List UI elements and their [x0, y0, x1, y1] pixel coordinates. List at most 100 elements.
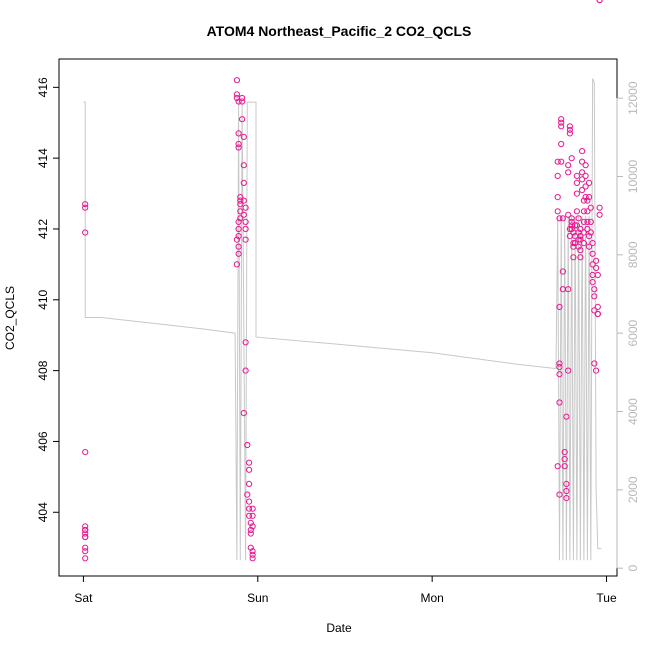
data-point — [573, 208, 581, 215]
data-point — [558, 116, 565, 123]
data-point — [589, 250, 596, 257]
data-point — [558, 140, 565, 148]
data-point — [242, 225, 249, 233]
data-point — [242, 339, 249, 346]
data-point — [82, 544, 89, 551]
data-point — [82, 523, 89, 530]
data-point — [247, 530, 254, 537]
data-point — [594, 310, 601, 318]
data-point — [246, 505, 253, 512]
data-point — [579, 169, 586, 176]
data-point — [589, 279, 596, 286]
data-point — [579, 148, 586, 155]
y-tick-label: 406 — [36, 431, 50, 451]
data-point — [586, 194, 593, 201]
data-point — [563, 487, 570, 495]
y2-tick-label: 2000 — [626, 476, 640, 503]
data-point — [563, 413, 570, 420]
x-axis-label: Date — [326, 621, 352, 635]
data-point — [594, 271, 601, 279]
data-point — [237, 201, 244, 208]
y2-tick-label: 10000 — [626, 159, 640, 193]
data-point — [235, 130, 242, 137]
y-tick-label: 414 — [36, 148, 50, 168]
data-point — [577, 236, 584, 243]
data-point — [580, 240, 588, 247]
data-point — [554, 208, 561, 215]
data-point — [556, 371, 563, 378]
data-point — [559, 215, 567, 222]
x-tick-label: Sun — [247, 591, 268, 605]
data-point — [239, 98, 246, 105]
data-point — [239, 116, 246, 123]
data-point — [580, 208, 588, 215]
data-point — [246, 466, 253, 473]
data-point — [235, 144, 242, 151]
data-point — [554, 172, 561, 179]
y-tick-label: 408 — [36, 360, 50, 380]
data-point — [554, 158, 561, 165]
x-tick-label: Sat — [74, 591, 93, 605]
data-point — [591, 286, 598, 293]
data-point — [579, 158, 586, 165]
data-point — [240, 179, 247, 186]
y-axis: 404 406 408 410 412 414 416 — [36, 77, 59, 522]
data-point — [573, 172, 581, 179]
data-point — [82, 204, 89, 211]
data-point — [593, 264, 600, 271]
data-point — [240, 197, 247, 204]
data-point — [591, 360, 598, 367]
data-point — [249, 512, 256, 519]
data-point — [235, 98, 242, 105]
data-point — [591, 293, 598, 300]
series-layer — [82, 0, 603, 562]
data-point — [582, 194, 589, 201]
data-point — [240, 211, 247, 218]
data-point — [556, 399, 563, 406]
data-point — [82, 526, 89, 534]
data-point — [82, 533, 89, 541]
data-point — [586, 179, 593, 186]
data-point — [246, 480, 253, 487]
data-point — [558, 123, 565, 130]
data-point — [568, 155, 575, 162]
data-point — [570, 240, 577, 247]
data-point — [565, 286, 572, 293]
data-point — [561, 463, 568, 470]
data-point — [246, 512, 253, 519]
data-point — [247, 526, 254, 534]
data-point — [584, 218, 591, 225]
data-point — [235, 218, 242, 225]
data-point — [247, 544, 254, 551]
data-point — [575, 215, 582, 222]
data-point — [237, 194, 244, 201]
data-point — [554, 463, 561, 470]
data-point — [233, 77, 240, 84]
plot-frame — [58, 58, 618, 577]
data-point — [584, 225, 591, 233]
data-point — [247, 519, 254, 527]
data-point — [586, 243, 593, 250]
data-point — [589, 240, 596, 247]
data-point — [577, 225, 584, 233]
data-point — [593, 367, 600, 374]
data-point — [570, 254, 577, 261]
altitude-line — [83, 78, 602, 561]
y2-tick-label: 6000 — [626, 319, 640, 346]
y-axis-label: CO2_QCLS — [3, 286, 17, 350]
data-point — [596, 204, 603, 211]
data-point — [237, 215, 244, 222]
y2-tick-label: 8000 — [626, 241, 640, 268]
data-point — [565, 367, 572, 374]
x-axis: Sat Sun Mon Tue — [74, 575, 617, 605]
data-point — [235, 233, 242, 240]
data-point — [587, 204, 594, 211]
data-point — [579, 186, 586, 194]
data-point — [580, 229, 588, 236]
data-point — [82, 548, 89, 555]
data-point — [587, 218, 594, 225]
data-point — [582, 162, 589, 169]
data-point — [573, 222, 581, 229]
data-point — [558, 158, 565, 165]
data-point — [240, 162, 247, 169]
